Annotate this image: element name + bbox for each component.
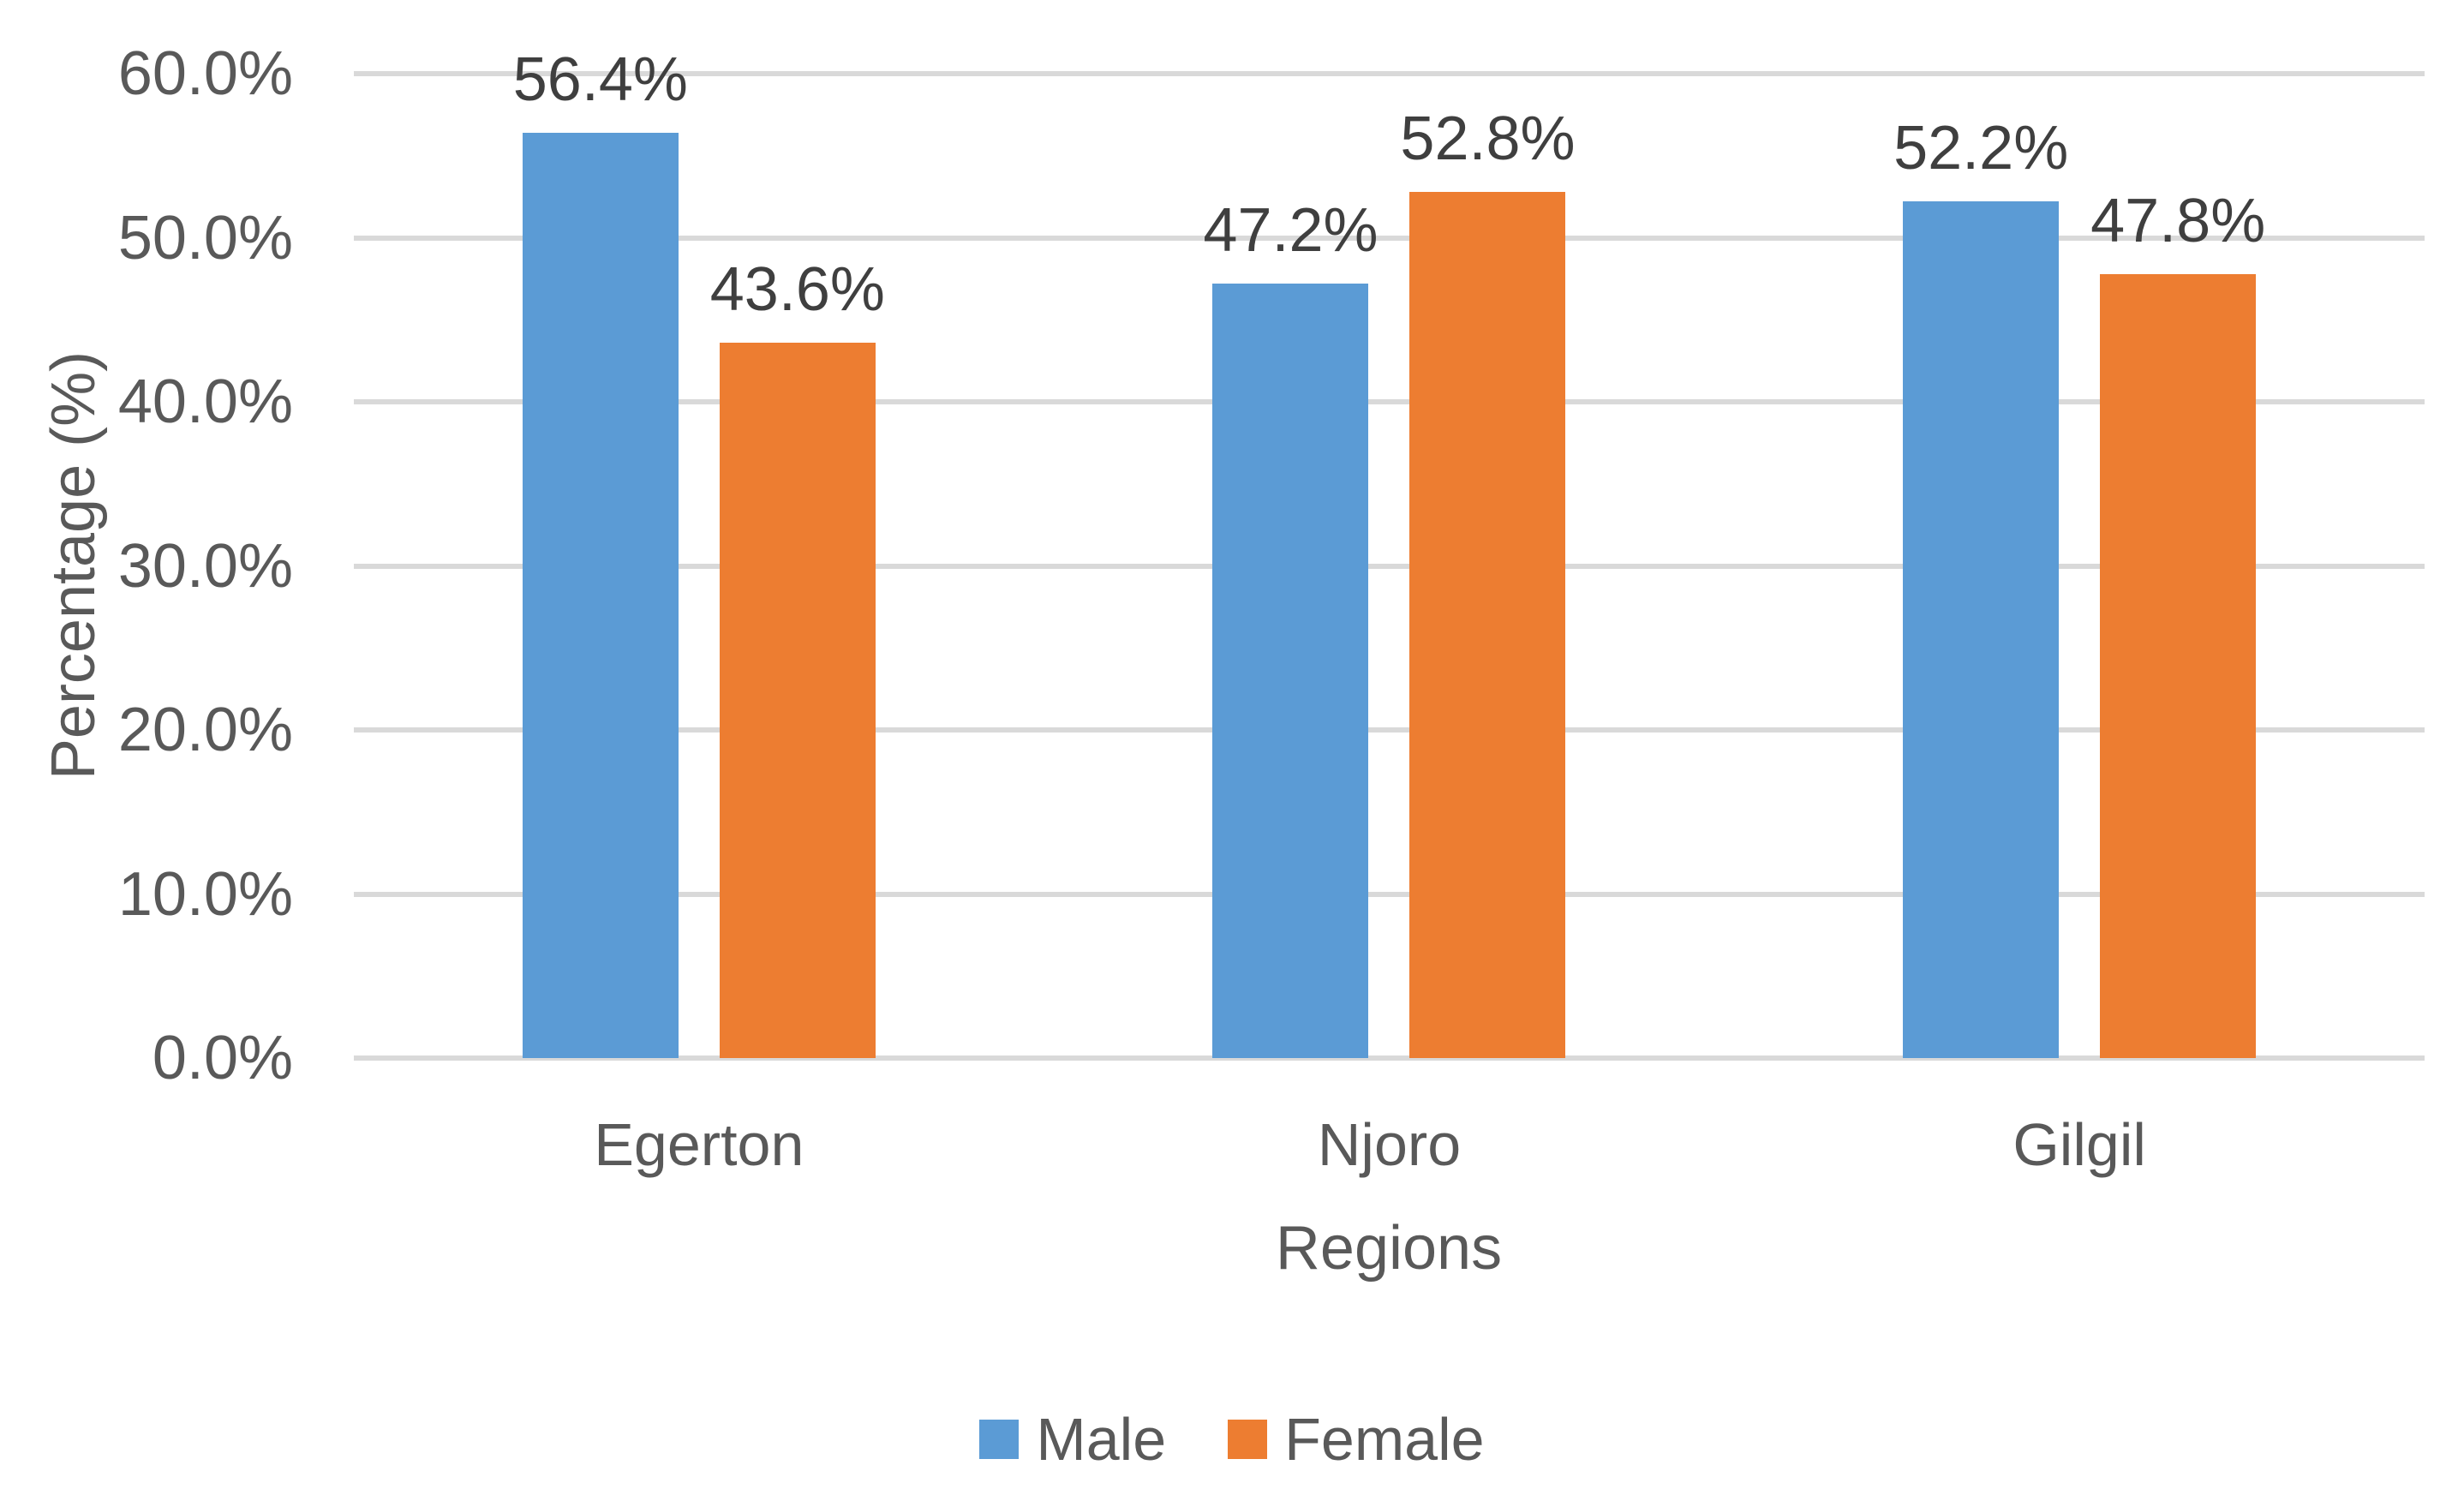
legend-label-female: Female <box>1284 1406 1485 1473</box>
bar-male-gilgil <box>1903 201 2060 1058</box>
legend-swatch-female-icon <box>1228 1420 1268 1459</box>
gridline <box>354 399 2425 404</box>
y-tick-label: 0.0% <box>152 1024 293 1092</box>
legend-label-male: Male <box>1036 1406 1167 1473</box>
y-tick-label: 10.0% <box>117 859 293 929</box>
bar-column: 52.2% <box>1893 74 2068 1058</box>
bar-column: 56.4% <box>513 49 688 1058</box>
bar-column: 47.8% <box>2090 74 2265 1058</box>
y-tick-label: 60.0% <box>117 39 293 108</box>
y-tick-label: 20.0% <box>117 696 293 764</box>
x-axis-title: Regions <box>1275 1214 1503 1283</box>
bar-column: 43.6% <box>710 74 885 1058</box>
legend: Male Female <box>0 1409 2464 1469</box>
x-tick-label-gilgil: Gilgil <box>2012 1111 2146 1178</box>
data-label-female-njoro: 52.8% <box>1400 105 1576 173</box>
y-tick-label: 50.0% <box>117 203 293 272</box>
bar-column: 52.8% <box>1400 74 1576 1058</box>
x-tick-label-njoro: Njoro <box>1317 1111 1462 1178</box>
y-tick-label: 30.0% <box>117 531 293 601</box>
x-tick-label-egerton: Egerton <box>594 1111 804 1178</box>
bar-pair: 56.4% 43.6% <box>513 49 885 1058</box>
bar-female-njoro <box>1409 192 1566 1058</box>
bar-female-gilgil <box>2100 274 2257 1058</box>
legend-item-female: Female <box>1228 1406 1485 1473</box>
bar-pair: 47.2% 52.8% <box>1203 74 1576 1058</box>
x-axis-line <box>354 1055 2425 1061</box>
gridline <box>354 891 2425 897</box>
bar-male-njoro <box>1212 284 1369 1058</box>
data-label-female-egerton: 43.6% <box>709 255 885 324</box>
bar-group-njoro: 47.2% 52.8% <box>1044 74 1735 1058</box>
gridline <box>354 235 2425 241</box>
legend-swatch-male-icon <box>979 1420 1020 1459</box>
gridline <box>354 563 2425 569</box>
bar-group-gilgil: 52.2% 47.8% <box>1734 74 2425 1058</box>
bar-male-egerton <box>522 133 679 1058</box>
bar-pair: 52.2% 47.8% <box>1893 74 2265 1058</box>
bar-group-egerton: 56.4% 43.6% <box>354 49 1044 1058</box>
legend-item-male: Male <box>979 1409 1166 1469</box>
data-label-male-egerton: 56.4% <box>512 45 688 114</box>
plot-area: 56.4% 43.6% 47.2% 52.8% 52.2% 47.8% <box>354 49 2425 1061</box>
data-label-male-njoro: 47.2% <box>1203 196 1379 265</box>
gridline <box>354 727 2425 733</box>
data-label-male-gilgil: 52.2% <box>1893 114 2069 182</box>
gridline <box>354 71 2425 76</box>
data-label-female-gilgil: 47.8% <box>2090 187 2266 255</box>
bar-column: 47.2% <box>1203 74 1379 1058</box>
bar-female-egerton <box>719 343 876 1058</box>
y-tick-label: 40.0% <box>117 368 293 436</box>
